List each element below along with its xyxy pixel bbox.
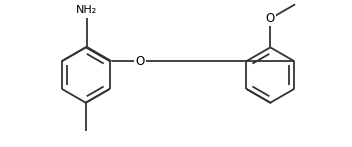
Text: O: O <box>266 12 275 25</box>
Text: NH₂: NH₂ <box>76 5 97 15</box>
Text: O: O <box>136 55 145 68</box>
